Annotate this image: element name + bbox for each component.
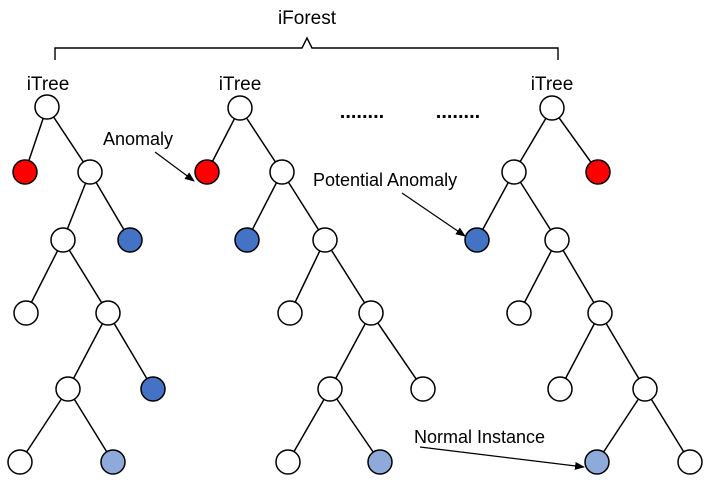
- tree-3-node-normal: [547, 376, 573, 402]
- tree-3-node-normal: [539, 95, 565, 121]
- tree-2-node-normal: [317, 376, 343, 402]
- tree-2-edge: [289, 239, 326, 314]
- tree-2-edge: [287, 388, 331, 463]
- tree-1-edge: [19, 388, 69, 463]
- tree-label-1: iTree: [27, 74, 70, 95]
- tree-3-node-potential-anomaly: [464, 227, 490, 253]
- tree-3-edge: [476, 171, 515, 241]
- tree-nodes: [7, 94, 703, 475]
- tree-2-node-normal-instance: [367, 449, 393, 475]
- tree-3-node-normal: [632, 376, 658, 402]
- tree-1-edge: [89, 171, 131, 241]
- anomaly-arrow: [154, 151, 195, 182]
- tree-1-node-normal: [7, 449, 33, 475]
- tree-2-edge: [329, 312, 372, 390]
- ellipsis-1: ........: [340, 101, 384, 123]
- tree-2-edge: [370, 312, 424, 390]
- tree-3-edge: [559, 312, 601, 390]
- tree-1-node-normal: [13, 300, 39, 326]
- tree-2-node-normal: [227, 95, 253, 121]
- potential-anomaly-arrow: [401, 192, 466, 237]
- tree-3-edge: [551, 107, 599, 173]
- tree-2-node-anomaly: [194, 159, 220, 185]
- potential-anomaly-label: Potential Anomaly: [313, 170, 457, 190]
- tree-2-edge: [281, 171, 326, 241]
- ellipsis-2: ........: [436, 101, 480, 123]
- tree-edges: [19, 106, 691, 463]
- tree-2-edge: [324, 239, 372, 314]
- tree-2-node-normal: [410, 376, 436, 402]
- tree-1-edge: [107, 312, 154, 390]
- tree-3-edge: [644, 388, 691, 463]
- tree-1-edge: [46, 106, 91, 173]
- tree-1-edge: [67, 388, 114, 463]
- anomaly-label: Anomaly: [103, 129, 173, 149]
- tree-2-node-normal: [312, 227, 338, 253]
- tree-3-edge: [556, 239, 601, 314]
- tree-3-edge: [518, 239, 558, 314]
- tree-3-node-normal: [544, 227, 570, 253]
- tree-label-3: iTree: [531, 74, 574, 95]
- tree-1-edge: [67, 312, 109, 390]
- tree-1-node-normal: [77, 159, 103, 185]
- tree-1-edge: [62, 239, 109, 314]
- tree-2-edge: [329, 388, 381, 463]
- tree-3-node-normal: [677, 449, 703, 475]
- tree-1-node-normal-instance: [100, 449, 126, 475]
- tree-2-node-potential-anomaly: [234, 227, 260, 253]
- tree-1-node-normal: [50, 227, 76, 253]
- forest-title: iForest: [278, 8, 337, 29]
- tree-1-node-potential-anomaly: [140, 376, 166, 402]
- tree-3-node-normal: [501, 159, 527, 185]
- tree-1-edge: [25, 239, 64, 314]
- tree-3-node-anomaly: [585, 159, 611, 185]
- tree-2-node-normal: [275, 449, 301, 475]
- tree-2-node-normal: [358, 300, 384, 326]
- tree-3-node-normal: [587, 300, 613, 326]
- normal-instance-arrow: [419, 446, 585, 470]
- tree-1-node-potential-anomaly: [117, 227, 143, 253]
- tree-3-edge: [599, 312, 646, 390]
- tree-3-node-normal-instance: [584, 449, 610, 475]
- tree-1-node-normal: [55, 376, 81, 402]
- normal-instance-label: Normal Instance: [414, 427, 545, 447]
- tree-label-2: iTree: [219, 74, 262, 95]
- tree-3-node-normal: [506, 300, 532, 326]
- tree-3-edge: [513, 171, 558, 241]
- tree-2-node-normal: [277, 300, 303, 326]
- tree-3-edge: [596, 388, 646, 463]
- tree-2-node-normal: [269, 159, 295, 185]
- forest-brace: [54, 36, 559, 60]
- tree-2-edge: [239, 107, 283, 173]
- tree-1-node-normal: [95, 300, 121, 326]
- tree-1-node-normal: [34, 94, 60, 120]
- tree-1-node-anomaly: [12, 159, 38, 185]
